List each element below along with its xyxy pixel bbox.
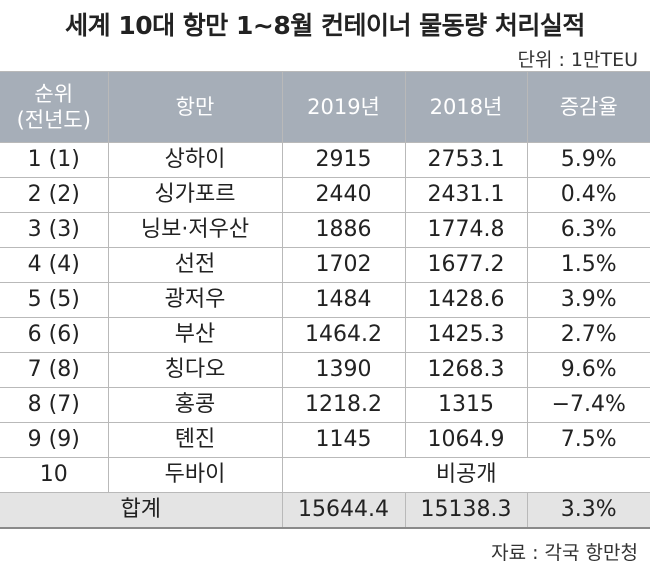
port-cell: 싱가포르 xyxy=(107,177,283,213)
table-row: 6 (6) 부산 1464.2 1425.3 2.7% xyxy=(0,317,650,353)
change-cell: 2.7% xyxy=(526,317,650,353)
value-2019-cell: 1886 xyxy=(281,212,406,248)
value-2018-cell: 1315 xyxy=(404,387,528,423)
table-row: 5 (5) 광저우 1484 1428.6 3.9% xyxy=(0,282,650,318)
table-row: 1 (1) 상하이 2915 2753.1 5.9% xyxy=(0,142,650,178)
value-2019-cell: 1702 xyxy=(281,247,406,283)
table-row: 7 (8) 칭다오 1390 1268.3 9.6% xyxy=(0,352,650,388)
table-row: 4 (4) 선전 1702 1677.2 1.5% xyxy=(0,247,650,283)
unit-note: 단위 : 1만TEU xyxy=(517,49,638,71)
value-2018-cell: 2431.1 xyxy=(404,177,528,213)
port-cell: 톈진 xyxy=(107,422,283,458)
rank-cell: 9 (9) xyxy=(0,422,109,458)
undisclosed-cell: 비공개 xyxy=(281,457,650,493)
table-row: 2 (2) 싱가포르 2440 2431.1 0.4% xyxy=(0,177,650,213)
total-2018-cell: 15138.3 xyxy=(404,492,528,529)
port-throughput-table: 순위 (전년도) 항만 2019년 2018년 증감율 1 (1) 상하이 29… xyxy=(0,71,650,529)
port-cell: 칭다오 xyxy=(107,352,283,388)
table-row: 8 (7) 홍콩 1218.2 1315 −7.4% xyxy=(0,387,650,423)
rank-cell: 5 (5) xyxy=(0,282,109,318)
change-cell: 9.6% xyxy=(526,352,650,388)
value-2018-cell: 1677.2 xyxy=(404,247,528,283)
value-2018-cell: 2753.1 xyxy=(404,142,528,178)
table-title: 세계 10대 항만 1~8월 컨테이너 물동량 처리실적 xyxy=(65,11,585,40)
total-label-cell: 합계 xyxy=(0,492,283,529)
port-cell: 두바이 xyxy=(107,457,283,493)
table-row-dubai: 10 두바이 비공개 xyxy=(0,457,650,493)
rank-cell: 7 (8) xyxy=(0,352,109,388)
value-2018-cell: 1064.9 xyxy=(404,422,528,458)
value-2019-cell: 2440 xyxy=(281,177,406,213)
value-2019-cell: 1464.2 xyxy=(281,317,406,353)
header-row: 순위 (전년도) 항만 2019년 2018년 증감율 xyxy=(0,71,650,143)
value-2018-cell: 1428.6 xyxy=(404,282,528,318)
rank-cell: 10 xyxy=(0,457,109,493)
rank-cell: 3 (3) xyxy=(0,212,109,248)
header-rank-line2: (전년도) xyxy=(16,108,91,132)
table-row: 9 (9) 톈진 1145 1064.9 7.5% xyxy=(0,422,650,458)
change-cell: 1.5% xyxy=(526,247,650,283)
value-2018-cell: 1268.3 xyxy=(404,352,528,388)
value-2019-cell: 2915 xyxy=(281,142,406,178)
total-row: 합계 15644.4 15138.3 3.3% xyxy=(0,492,650,529)
rank-cell: 1 (1) xyxy=(0,142,109,178)
port-cell: 홍콩 xyxy=(107,387,283,423)
rank-cell: 6 (6) xyxy=(0,317,109,353)
header-rank: 순위 (전년도) xyxy=(0,71,109,143)
header-port: 항만 xyxy=(107,71,283,143)
total-change-cell: 3.3% xyxy=(526,492,650,529)
rank-cell: 8 (7) xyxy=(0,387,109,423)
value-2018-cell: 1774.8 xyxy=(404,212,528,248)
port-cell: 부산 xyxy=(107,317,283,353)
value-2019-cell: 1218.2 xyxy=(281,387,406,423)
rank-cell: 4 (4) xyxy=(0,247,109,283)
source-note: 자료 : 각국 항만청 xyxy=(491,542,638,564)
table-row: 3 (3) 닝보·저우산 1886 1774.8 6.3% xyxy=(0,212,650,248)
value-2019-cell: 1484 xyxy=(281,282,406,318)
port-cell: 닝보·저우산 xyxy=(107,212,283,248)
change-cell: 0.4% xyxy=(526,177,650,213)
header-2018: 2018년 xyxy=(404,71,528,143)
header-2019: 2019년 xyxy=(281,71,406,143)
change-cell: 3.9% xyxy=(526,282,650,318)
value-2018-cell: 1425.3 xyxy=(404,317,528,353)
change-cell: 6.3% xyxy=(526,212,650,248)
value-2019-cell: 1145 xyxy=(281,422,406,458)
change-cell: −7.4% xyxy=(526,387,650,423)
header-rank-line1: 순위 xyxy=(34,82,74,106)
change-cell: 5.9% xyxy=(526,142,650,178)
value-2019-cell: 1390 xyxy=(281,352,406,388)
port-cell: 상하이 xyxy=(107,142,283,178)
header-change: 증감율 xyxy=(526,71,650,143)
rank-cell: 2 (2) xyxy=(0,177,109,213)
total-2019-cell: 15644.4 xyxy=(281,492,406,529)
port-cell: 선전 xyxy=(107,247,283,283)
change-cell: 7.5% xyxy=(526,422,650,458)
port-cell: 광저우 xyxy=(107,282,283,318)
